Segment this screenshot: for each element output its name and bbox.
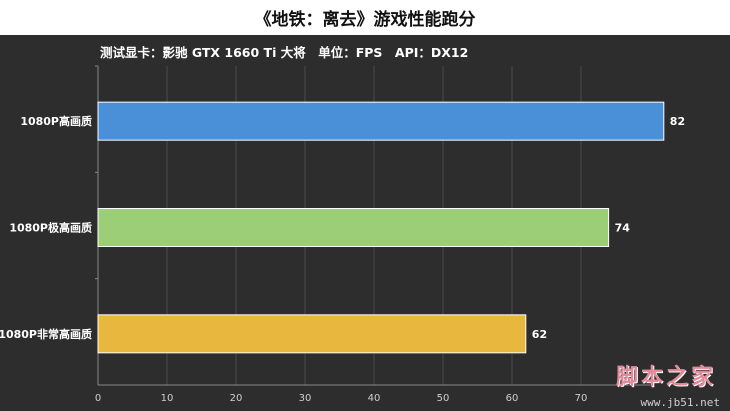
data-label: 74 <box>615 222 631 235</box>
x-tick-label: 10 <box>161 393 174 404</box>
bar <box>97 101 665 141</box>
category-label: 1080P非常高画质 <box>0 327 92 341</box>
data-label: 82 <box>670 115 685 128</box>
chart-subtitle: 测试显卡：影驰 GTX 1660 Ti 大将 单位：FPS API：DX12 <box>100 45 469 60</box>
chart-title: 《地铁：离去》游戏性能跑分 <box>0 0 730 35</box>
x-tick-label: 30 <box>299 393 312 404</box>
x-tick-label: 40 <box>368 393 381 404</box>
data-label: 62 <box>532 328 547 341</box>
bar <box>97 208 610 247</box>
x-tick-label: 50 <box>437 393 450 404</box>
bar <box>97 314 527 354</box>
watermark-url: www.jb51.net <box>640 396 720 409</box>
x-tick-label: 0 <box>95 393 101 404</box>
x-tick-label: 60 <box>506 393 519 404</box>
x-tick-label: 70 <box>575 393 588 404</box>
category-label: 1080P高画质 <box>20 114 92 128</box>
x-tick-label: 20 <box>230 393 243 404</box>
watermark-logo: 脚本之家 <box>615 364 716 390</box>
category-label: 1080P极高画质 <box>9 221 92 235</box>
